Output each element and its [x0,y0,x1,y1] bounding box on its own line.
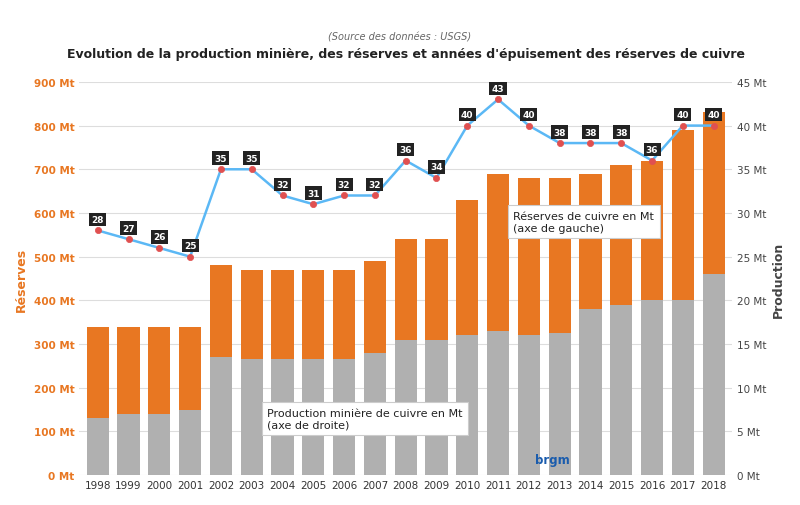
Bar [148,414,170,475]
Text: 38: 38 [554,128,566,137]
Bar [210,358,232,475]
Bar [641,161,663,301]
Bar [456,200,478,336]
Bar [610,305,632,475]
Bar [610,166,632,305]
Text: 31: 31 [307,189,319,198]
Bar [579,310,602,475]
Bar [394,340,417,475]
Bar [487,331,509,475]
Bar [426,340,447,475]
Bar [241,360,263,475]
Text: 34: 34 [430,163,442,172]
Bar [271,270,294,360]
Bar [86,327,109,419]
Text: 26: 26 [153,233,166,242]
Text: 25: 25 [184,241,196,250]
Bar [333,360,355,475]
Text: 35: 35 [214,155,227,164]
Bar [302,360,324,475]
Bar [641,301,663,475]
Text: brgm: brgm [535,452,570,466]
Text: (Source des données : USGS): (Source des données : USGS) [329,33,471,43]
Text: 28: 28 [91,216,104,224]
Text: 32: 32 [369,181,381,189]
Text: 38: 38 [584,128,597,137]
Text: 27: 27 [122,224,135,233]
Text: 40: 40 [461,111,474,120]
Text: 32: 32 [276,181,289,189]
Text: 32: 32 [338,181,350,189]
Y-axis label: Réserves: Réserves [15,247,28,311]
Bar [86,419,109,475]
Bar [271,360,294,475]
Bar [333,270,355,360]
Text: 36: 36 [646,146,658,155]
Bar [518,179,540,336]
Bar [394,240,417,340]
Bar [302,270,324,360]
Bar [672,131,694,301]
Bar [426,240,447,340]
Text: 40: 40 [677,111,689,120]
Text: Réserves de cuivre en Mt
(axe de gauche): Réserves de cuivre en Mt (axe de gauche) [514,212,654,233]
Bar [364,353,386,475]
Bar [487,174,509,331]
Bar [241,270,263,360]
Bar [364,262,386,353]
Bar [518,336,540,475]
Bar [118,327,140,414]
Bar [579,174,602,310]
Bar [179,327,202,410]
Bar [702,113,725,275]
Bar [702,275,725,475]
Text: 35: 35 [246,155,258,164]
Text: 36: 36 [399,146,412,155]
Bar [549,333,570,475]
Bar [672,301,694,475]
Bar [148,327,170,414]
Text: 40: 40 [707,111,720,120]
Bar [179,410,202,475]
Text: 38: 38 [615,128,627,137]
Text: Production minière de cuivre en Mt
(axe de droite): Production minière de cuivre en Mt (axe … [267,408,462,429]
Bar [210,266,232,358]
Text: 43: 43 [492,85,504,93]
Text: 40: 40 [522,111,535,120]
Bar [456,336,478,475]
Bar [549,179,570,333]
Title: Evolution de la production minière, des réserves et années d'épuisement des rése: Evolution de la production minière, des … [66,48,745,61]
Y-axis label: Production: Production [772,241,785,317]
Bar [118,414,140,475]
